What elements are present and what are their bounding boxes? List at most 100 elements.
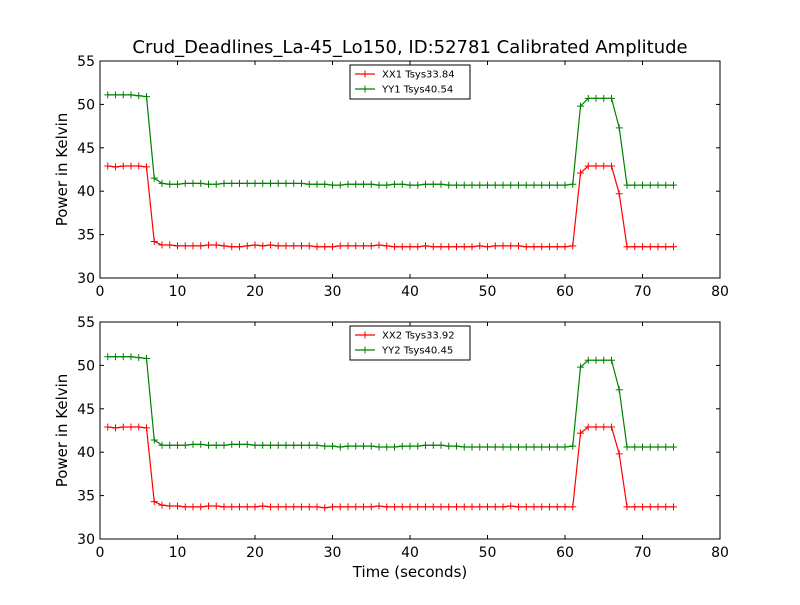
- top-series-2-point: [515, 181, 522, 189]
- top-series-2-point: [305, 180, 313, 188]
- top-series-1-point: [367, 242, 375, 250]
- bottom-series-1-point: [158, 501, 166, 509]
- bottom-subplot: Power in Kelvin Time (seconds) 0 10 20 30 40…: [53, 315, 729, 581]
- bottom-series-2-point: [499, 443, 507, 451]
- top-series-1-point: [158, 241, 166, 249]
- top-series-2-point: [639, 181, 646, 189]
- top-legend-label-2: YY1 Tsys40.54: [381, 85, 453, 96]
- top-series-1-point: [205, 241, 212, 249]
- top-series-1-point: [352, 242, 360, 250]
- bottom-series-2-point: [538, 443, 546, 451]
- bottom-series-1-point: [623, 503, 631, 511]
- bottom-series-2-point: [181, 441, 189, 449]
- top-ytick-label: 50: [77, 97, 95, 113]
- top-series-1-point: [639, 243, 646, 251]
- bottom-series-2-point: [577, 363, 584, 371]
- top-series-2-point: [662, 181, 670, 189]
- top-series-2-point: [282, 179, 290, 187]
- top-series-1-point: [391, 243, 398, 251]
- top-series-1-point: [321, 243, 329, 251]
- top-xtick-label: 80: [711, 284, 729, 300]
- top-series-1-point: [267, 241, 274, 249]
- bottom-series-2-point: [383, 443, 391, 451]
- top-series-1-point: [119, 162, 127, 170]
- bottom-series-1-point: [329, 503, 336, 511]
- top-series-2-point: [646, 181, 654, 189]
- top-series-2-point: [484, 181, 491, 189]
- bottom-series-1-point: [460, 503, 468, 511]
- bottom-legend-marker-1: [361, 331, 369, 339]
- bottom-series-1-point: [112, 424, 119, 432]
- bottom-series-1-point: [197, 503, 205, 511]
- top-series-1-point: [189, 242, 197, 250]
- top-series-1-point: [375, 241, 383, 249]
- bottom-ytick-label: 40: [77, 445, 95, 461]
- top-series-2-point: [453, 181, 460, 189]
- bottom-series-1-point: [259, 502, 267, 510]
- top-xtick-label: 60: [556, 284, 574, 300]
- top-series-2-point: [321, 180, 329, 188]
- top-series-1-point: [546, 243, 553, 251]
- bottom-series-1-point: [228, 503, 236, 511]
- bottom-series-2-point: [484, 443, 491, 451]
- bottom-series-1-point: [174, 502, 181, 510]
- top-series-1-point: [646, 243, 654, 251]
- top-xtick-label: 0: [96, 284, 105, 300]
- top-series-1-point: [104, 162, 112, 170]
- bottom-series-2-point: [143, 354, 150, 362]
- bottom-series-1-point: [189, 503, 197, 511]
- top-series-2-point: [274, 179, 282, 187]
- top-series-2-point: [197, 179, 205, 187]
- top-xtick-label: 70: [634, 284, 652, 300]
- top-series-1-point: [166, 241, 174, 249]
- top-series-1-point: [453, 243, 460, 251]
- top-series-2-point: [251, 179, 259, 187]
- top-series-1-point: [112, 163, 119, 171]
- top-series-2-point: [406, 181, 414, 189]
- bottom-series-2-point: [274, 441, 282, 449]
- bottom-series-2-point: [251, 441, 259, 449]
- bottom-series-2-point: [429, 441, 437, 449]
- bottom-series-2-point: [197, 440, 205, 448]
- bottom-series-2-point: [104, 353, 112, 361]
- bottom-series-2-point: [615, 386, 623, 394]
- bottom-series-2-point: [623, 443, 631, 451]
- bottom-xtick-label: 30: [324, 545, 342, 561]
- top-series-2-point: [189, 179, 197, 187]
- bottom-series-1-point: [646, 503, 654, 511]
- bottom-series-1-point: [336, 503, 344, 511]
- bottom-series-1-point: [631, 503, 639, 511]
- chart-title: Crud_Deadlines_La-45_Lo150, ID:52781 Cal…: [132, 37, 687, 58]
- bottom-series-2-point: [329, 442, 336, 450]
- top-legend-marker-2: [361, 85, 369, 93]
- bottom-series-2-point: [639, 443, 646, 451]
- top-series-1-point: [228, 243, 236, 251]
- top-series-2-point: [104, 91, 112, 99]
- bottom-series-2-point: [352, 442, 360, 450]
- top-series-2-point: [360, 180, 367, 188]
- bottom-series-2-point: [600, 356, 608, 364]
- bottom-series-1-point: [298, 503, 305, 511]
- bottom-series-1-point: [546, 503, 553, 511]
- top-ytick-label: 35: [77, 228, 95, 244]
- bottom-series-1-point: [127, 423, 135, 431]
- bottom-series-1-point: [251, 503, 259, 511]
- top-series-2-point: [181, 179, 189, 187]
- top-series-2-point: [468, 181, 476, 189]
- bottom-series-1-point: [305, 503, 313, 511]
- bottom-series-2-point: [305, 441, 313, 449]
- top-series-2-point: [491, 181, 499, 189]
- bottom-xtick-label: 20: [246, 545, 264, 561]
- top-ytick-label: 40: [77, 184, 95, 200]
- bottom-series-1-point: [391, 503, 398, 511]
- top-series-1-point: [592, 162, 600, 170]
- bottom-series-2-point: [414, 442, 422, 450]
- bottom-series-2-point: [445, 442, 453, 450]
- top-series-2-point: [174, 180, 181, 188]
- bottom-series-1-point: [654, 503, 662, 511]
- bottom-series-1-point: [491, 503, 499, 511]
- bottom-series-1-point: [181, 503, 189, 511]
- bottom-series-1-point: [150, 498, 158, 506]
- bottom-series-1-point: [429, 503, 437, 511]
